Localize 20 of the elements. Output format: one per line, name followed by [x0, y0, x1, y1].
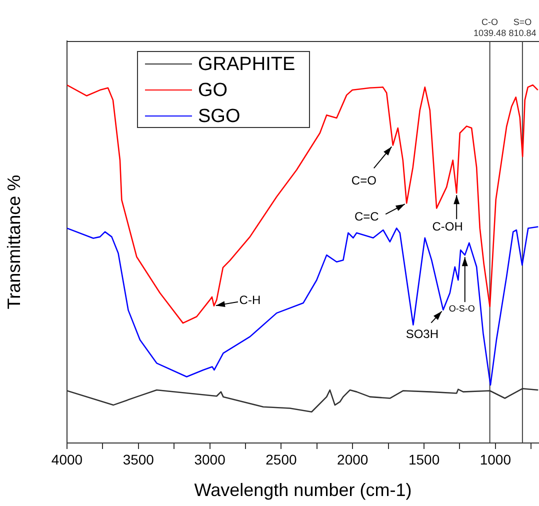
annotation: O-S-O	[448, 304, 475, 314]
x-tick-label: 1000	[480, 451, 512, 468]
x-axis-title: Wavelength number (cm-1)	[194, 480, 412, 500]
y-axis-title: Transmittance %	[4, 174, 24, 310]
x-tick-label: 2000	[337, 451, 368, 468]
x-tick-label: 3000	[194, 451, 226, 468]
x-tick-label: 4000	[51, 451, 83, 468]
ref-line-label: C-O 1039.48	[474, 17, 506, 38]
annotation: C=O	[351, 173, 376, 188]
ref-line-label: S=O 810.84	[508, 17, 536, 38]
x-tick-label: 1500	[408, 451, 440, 468]
annotation: C-H	[239, 293, 261, 308]
legend-label: GO	[198, 80, 228, 102]
annotation: SO3H	[406, 327, 439, 342]
annotation: C-OH	[432, 219, 463, 234]
legend-label: GRAPHITE	[198, 54, 296, 76]
x-tick-label: 3500	[122, 451, 154, 468]
annotation: C=C	[354, 209, 380, 224]
x-tick-label: 2500	[266, 451, 297, 468]
legend-label: SGO	[198, 106, 240, 128]
